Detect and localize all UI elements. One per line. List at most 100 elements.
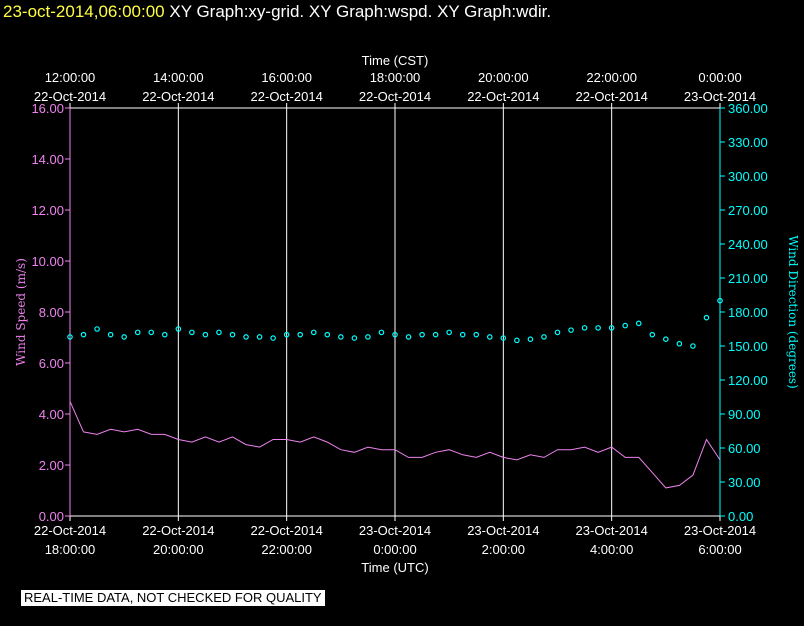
wind-speed-series-line: [69, 401, 721, 489]
wind-direction-point: [608, 325, 615, 331]
wind-direction-point: [67, 334, 73, 340]
wind-direction-point: [676, 340, 683, 347]
top-axis-tick-time: 14:00:00: [153, 70, 204, 85]
left-axis-tick-label: 8.00: [39, 305, 64, 320]
bottom-axis-tick-time: 22:00:00: [261, 542, 312, 557]
top-axis-tick-time: 22:00:00: [586, 70, 637, 85]
wind-direction-point: [622, 322, 629, 329]
wind-direction-point: [527, 336, 534, 343]
bottom-axis-tick-date: 22-Oct-2014: [34, 523, 106, 538]
wind-direction-point: [378, 329, 385, 336]
wind-direction-point: [80, 331, 87, 338]
top-axis-tick-date: 22-Oct-2014: [251, 89, 323, 104]
bottom-axis-tick-time: 2:00:00: [482, 542, 525, 557]
left-axis-label: Wind Speed (m/s): [14, 258, 28, 366]
top-axis-tick-time: 0:00:00: [698, 70, 741, 85]
top-axis-tick-date: 22-Oct-2014: [359, 89, 431, 104]
chart-header: 23-oct-2014,06:00:00 XY Graph:xy-grid. X…: [3, 2, 551, 22]
wind-direction-point: [446, 329, 452, 336]
wind-direction-point: [486, 334, 493, 340]
wind-direction-point: [500, 335, 507, 341]
bottom-axis-tick-date: 23-Oct-2014: [467, 523, 539, 538]
bottom-axis-tick-date: 22-Oct-2014: [251, 523, 323, 538]
wind-direction-point: [256, 334, 263, 340]
left-axis-tick-label: 4.00: [39, 407, 64, 422]
wind-direction-point: [324, 331, 331, 338]
right-axis-tick-label: 30.00: [728, 475, 761, 490]
top-axis-tick-time: 16:00:00: [261, 70, 312, 85]
bottom-axis-tick-time: 4:00:00: [590, 542, 633, 557]
right-axis-label: Wind Direction (degrees): [786, 235, 800, 389]
wind-direction-point: [419, 331, 425, 338]
left-axis-tick-label: 16.00: [31, 101, 64, 116]
left-axis-tick-label: 0.00: [39, 509, 64, 524]
wind-direction-point: [270, 335, 276, 341]
bottom-axis-tick-time: 20:00:00: [153, 542, 204, 557]
data-quality-notice: REAL-TIME DATA, NOT CHECKED FOR QUALITY: [21, 590, 325, 606]
wind-direction-point: [541, 334, 547, 340]
bottom-axis-label: Time (UTC): [361, 560, 428, 575]
chart-datetime: 23-oct-2014,06:00:00: [3, 2, 165, 21]
wind-direction-point: [134, 329, 141, 336]
right-axis-tick-label: 240.00: [728, 237, 768, 252]
bottom-axis-tick-time: 18:00:00: [45, 542, 96, 557]
bottom-axis-tick-time: 6:00:00: [698, 542, 741, 557]
left-axis-tick-label: 14.00: [31, 152, 64, 167]
top-axis-tick-date: 22-Oct-2014: [142, 89, 214, 104]
wind-direction-point: [581, 325, 588, 331]
wind-direction-point: [663, 336, 669, 343]
wind-direction-point: [595, 325, 601, 331]
wind-direction-point: [202, 331, 209, 338]
right-axis-tick-label: 270.00: [728, 203, 768, 218]
wind-direction-point: [351, 335, 358, 341]
right-axis-tick-label: 0.00: [728, 509, 753, 524]
top-axis-tick-date: 22-Oct-2014: [34, 89, 106, 104]
left-axis-tick-label: 2.00: [39, 458, 64, 473]
wind-direction-point: [297, 331, 304, 338]
wind-direction-point: [392, 331, 398, 338]
left-axis-tick-label: 12.00: [31, 203, 64, 218]
wind-direction-point: [283, 331, 290, 338]
wind-direction-point: [459, 331, 466, 338]
wind-direction-point: [107, 331, 114, 338]
wind-direction-point: [121, 334, 127, 340]
wind-direction-point: [94, 326, 100, 332]
wind-direction-point: [405, 334, 412, 340]
wind-direction-point: [161, 331, 168, 338]
wind-direction-point: [703, 314, 710, 321]
bottom-axis-tick-date: 23-Oct-2014: [684, 523, 756, 538]
wind-direction-point: [649, 331, 656, 338]
wind-direction-point: [568, 327, 574, 333]
wind-direction-point: [216, 329, 222, 336]
bottom-axis-tick-date: 23-Oct-2014: [576, 523, 648, 538]
top-axis-label: Time (CST): [362, 53, 429, 68]
wind-direction-point: [148, 329, 155, 336]
right-axis-tick-label: 150.00: [728, 339, 768, 354]
right-axis-tick-label: 180.00: [728, 305, 768, 320]
wind-direction-point: [365, 334, 371, 340]
top-axis-tick-time: 18:00:00: [370, 70, 421, 85]
chart-graph-list: XY Graph:xy-grid. XY Graph:wspd. XY Grap…: [169, 2, 552, 21]
left-axis-tick-label: 10.00: [31, 254, 64, 269]
right-axis-tick-label: 90.00: [728, 407, 761, 422]
right-axis-tick-label: 60.00: [728, 441, 761, 456]
bottom-axis-tick-time: 0:00:00: [373, 542, 416, 557]
wind-direction-point: [338, 334, 344, 340]
wind-direction-point: [635, 320, 642, 327]
right-axis-tick-label: 120.00: [728, 373, 768, 388]
wind-direction-point: [514, 337, 520, 344]
left-axis-tick-label: 6.00: [39, 356, 64, 371]
wind-direction-point: [432, 331, 439, 338]
wind-direction-point: [473, 331, 480, 338]
top-axis-tick-time: 20:00:00: [478, 70, 529, 85]
right-axis-tick-label: 300.00: [728, 169, 768, 184]
wind-direction-point: [175, 326, 182, 332]
wind-direction-point: [189, 329, 195, 336]
bottom-axis-tick-date: 22-Oct-2014: [142, 523, 214, 538]
wind-direction-point: [554, 329, 561, 336]
top-axis-tick-date: 22-Oct-2014: [576, 89, 648, 104]
bottom-axis-tick-date: 23-Oct-2014: [359, 523, 431, 538]
wind-direction-point: [243, 334, 249, 340]
wind-direction-point: [690, 343, 696, 349]
